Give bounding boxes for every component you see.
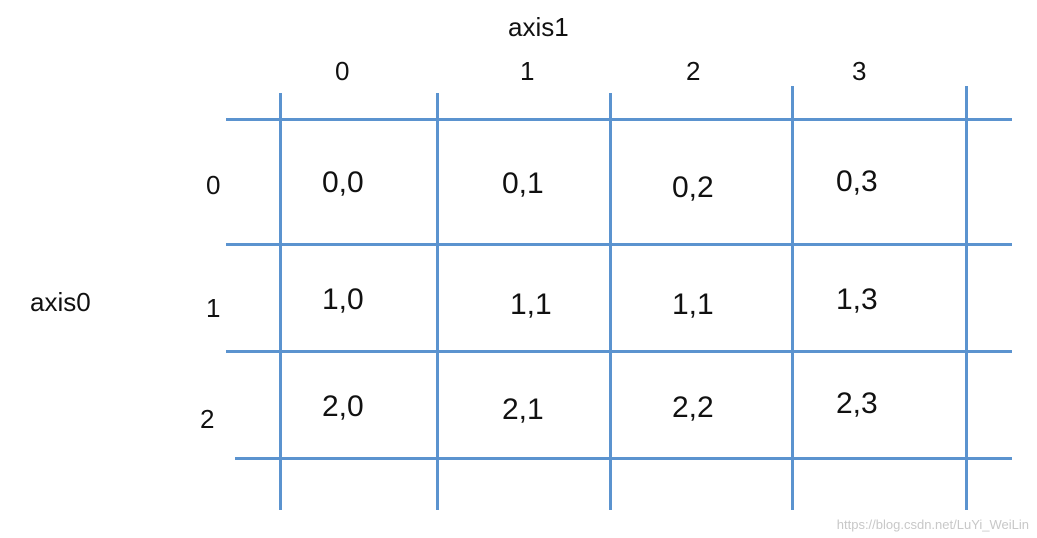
grid-line-vertical — [436, 93, 439, 510]
grid-line-horizontal — [226, 243, 1012, 246]
cell-2-3: 2,3 — [836, 387, 878, 420]
cell-1-3: 1,3 — [836, 283, 878, 316]
row-label-1: 1 — [206, 293, 221, 323]
grid-line-vertical — [791, 86, 794, 510]
cell-2-0: 2,0 — [322, 390, 364, 423]
column-label-0: 0 — [335, 56, 350, 86]
grid-line-vertical — [279, 93, 282, 510]
cell-0-0: 0,0 — [322, 166, 364, 199]
axis0-label: axis0 — [30, 287, 91, 317]
axis1-label: axis1 — [508, 12, 569, 42]
cell-2-1: 2,1 — [502, 393, 544, 426]
cell-1-0: 1,0 — [322, 283, 364, 316]
column-label-2: 2 — [686, 56, 701, 86]
row-label-0: 0 — [206, 170, 221, 200]
row-label-2: 2 — [200, 404, 215, 434]
grid-line-horizontal — [226, 118, 1012, 121]
cell-2-2: 2,2 — [672, 391, 714, 424]
grid-line-horizontal — [235, 457, 1012, 460]
cell-1-2: 1,1 — [672, 288, 714, 321]
column-label-1: 1 — [520, 56, 535, 86]
grid-line-horizontal — [226, 350, 1012, 353]
cell-1-1: 1,1 — [510, 288, 552, 321]
cell-0-2: 0,2 — [672, 171, 714, 204]
column-label-3: 3 — [852, 56, 867, 86]
cell-0-1: 0,1 — [502, 167, 544, 200]
grid-line-vertical — [965, 86, 968, 510]
watermark: https://blog.csdn.net/LuYi_WeiLin — [836, 517, 1029, 532]
cell-0-3: 0,3 — [836, 165, 878, 198]
grid-line-vertical — [609, 93, 612, 510]
